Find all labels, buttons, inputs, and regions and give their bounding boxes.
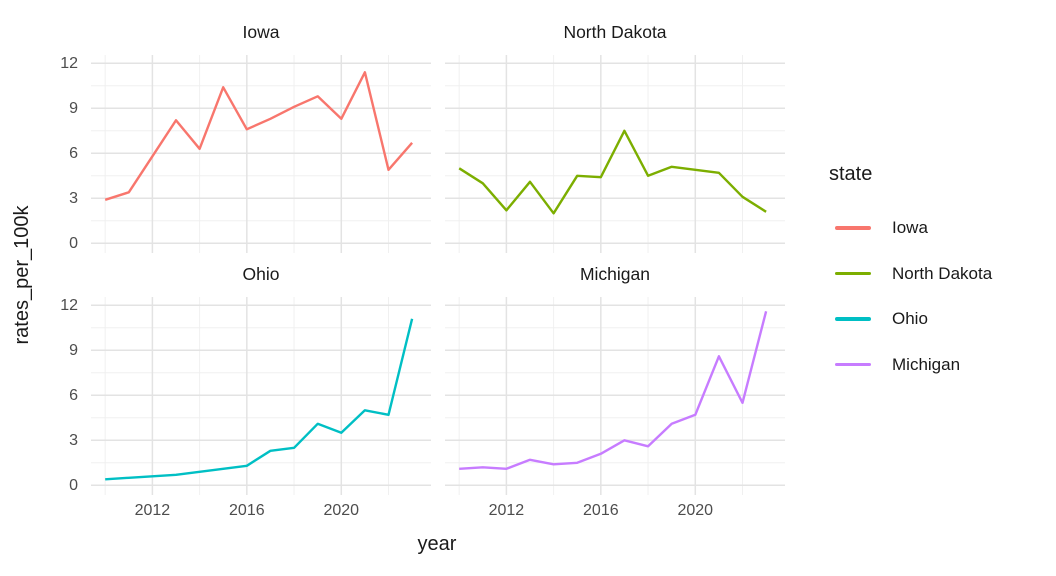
legend-item-ohio: Ohio <box>835 305 1050 333</box>
panel-ohio <box>91 297 431 495</box>
y-tick-label: 9 <box>69 341 78 359</box>
x-tick-label: 2012 <box>134 502 171 519</box>
panel-north-dakota <box>445 55 785 253</box>
legend-item-label: Ohio <box>892 309 928 328</box>
y-tick-label: 9 <box>69 99 78 117</box>
x-tick-label: 2016 <box>583 502 619 519</box>
y-tick-label: 3 <box>69 189 78 207</box>
x-tick-label: 2012 <box>488 502 525 519</box>
legend-key-line <box>835 317 871 321</box>
y-tick-label: 0 <box>69 476 78 494</box>
legend-item-iowa: Iowa <box>835 214 1050 242</box>
legend-key-line <box>835 226 871 230</box>
legend-item-north-dakota: North Dakota <box>835 260 1050 288</box>
legend-title: state <box>829 163 873 185</box>
x-tick-label: 2020 <box>323 502 360 519</box>
y-tick-label: 0 <box>69 234 78 252</box>
y-tick-label: 3 <box>69 431 78 449</box>
panel-michigan <box>445 297 785 495</box>
legend-key-line <box>835 271 871 276</box>
legend-item-label: Michigan <box>892 354 961 374</box>
x-tick-label: 2016 <box>229 502 265 519</box>
y-tick-label: 6 <box>69 144 78 162</box>
x-axis-title: year <box>417 533 457 555</box>
y-axis-title: rates_per_100k <box>11 205 33 345</box>
facet-title-iowa: Iowa <box>242 22 280 42</box>
x-tick-label: 2020 <box>677 502 714 519</box>
panel-iowa <box>91 55 431 253</box>
y-tick-label: 12 <box>60 54 78 72</box>
facet-title-michigan: Michigan <box>579 264 651 284</box>
y-tick-label: 12 <box>60 296 78 314</box>
facet-title-north-dakota: North Dakota <box>563 22 667 42</box>
legend-key-line <box>835 362 871 367</box>
legend-item-label: Iowa <box>892 218 928 237</box>
legend-item-michigan: Michigan <box>835 351 1050 379</box>
y-tick-label: 6 <box>69 386 78 404</box>
legend-item-label: North Dakota <box>892 263 993 283</box>
facet-title-ohio: Ohio <box>242 264 280 284</box>
